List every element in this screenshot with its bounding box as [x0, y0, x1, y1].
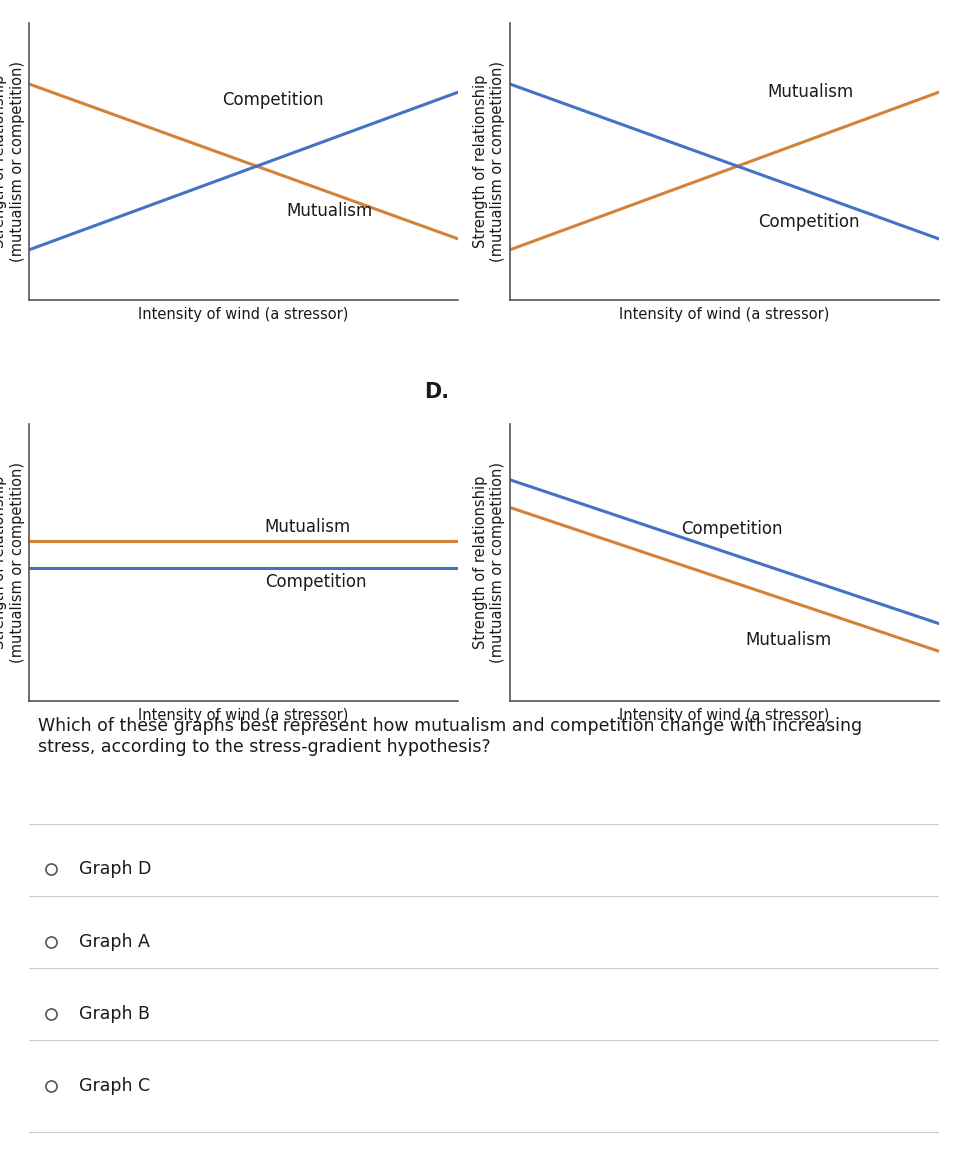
- Text: Graph C: Graph C: [79, 1078, 149, 1095]
- X-axis label: Intensity of wind (a stressor): Intensity of wind (a stressor): [138, 307, 349, 322]
- Y-axis label: Strength of relationship
(mutualism or competition): Strength of relationship (mutualism or c…: [0, 462, 25, 664]
- Text: Graph A: Graph A: [79, 933, 149, 951]
- Y-axis label: Strength of relationship
(mutualism or competition): Strength of relationship (mutualism or c…: [473, 61, 506, 262]
- Text: Mutualism: Mutualism: [767, 83, 854, 101]
- Text: Which of these graphs best represent how mutualism and competition change with i: Which of these graphs best represent how…: [38, 718, 862, 757]
- Y-axis label: Strength of relationship
(mutualism or competition): Strength of relationship (mutualism or c…: [473, 462, 506, 664]
- X-axis label: Intensity of wind (a stressor): Intensity of wind (a stressor): [619, 708, 830, 723]
- X-axis label: Intensity of wind (a stressor): Intensity of wind (a stressor): [619, 307, 830, 322]
- Text: D.: D.: [423, 382, 448, 402]
- Y-axis label: Strength of relationship
(mutualism or competition): Strength of relationship (mutualism or c…: [0, 61, 25, 262]
- Text: Competition: Competition: [264, 573, 366, 591]
- Text: Competition: Competition: [681, 521, 783, 538]
- Text: Graph B: Graph B: [79, 1005, 149, 1022]
- Text: Mutualism: Mutualism: [745, 631, 832, 649]
- X-axis label: Intensity of wind (a stressor): Intensity of wind (a stressor): [138, 708, 349, 723]
- Text: Mutualism: Mutualism: [286, 202, 373, 220]
- Text: Graph D: Graph D: [79, 860, 151, 879]
- Text: Competition: Competition: [222, 92, 324, 109]
- Text: Competition: Competition: [759, 213, 860, 231]
- Text: Mutualism: Mutualism: [264, 518, 351, 536]
